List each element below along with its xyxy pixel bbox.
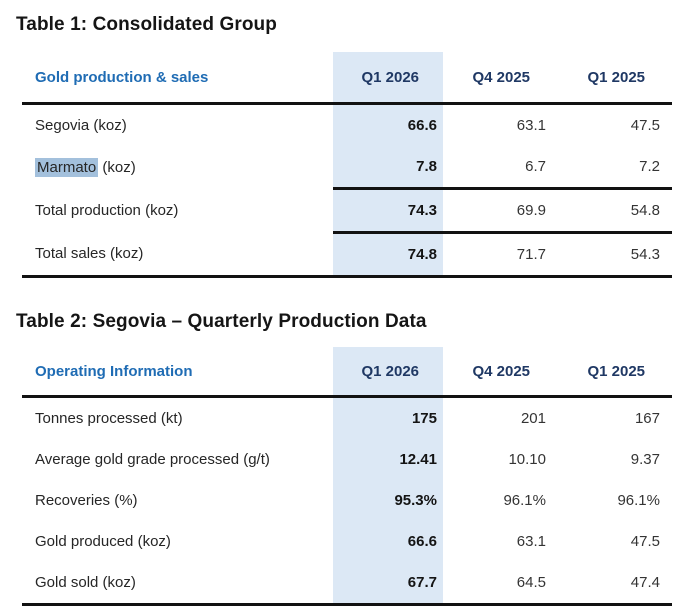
cell-value: 63.1 <box>516 533 546 550</box>
cell-value: 9.37 <box>630 451 660 468</box>
table2-header-row: Operating Information Q1 2026 Q4 2025 Q1… <box>22 347 672 398</box>
row-label: Gold produced (koz) <box>35 533 171 550</box>
cell-value: 7.8 <box>333 146 443 190</box>
cell-value: 175 <box>333 396 443 439</box>
table1-column-header-q4-2025: Q4 2025 <box>443 52 552 105</box>
table-row-tonnes-processed: Tonnes processed (kt) 175 201 167 <box>22 396 672 439</box>
cell-value: 96.1% <box>503 492 546 509</box>
cell-value: 201 <box>520 410 546 427</box>
cell-value: 47.5 <box>630 533 660 550</box>
cell-value: 71.7 <box>443 232 552 278</box>
table2-title: Table 2: Segovia – Quarterly Production … <box>16 311 427 332</box>
row-label: Marmato (koz) <box>22 146 333 189</box>
table2-column-header-q1-2026: Q1 2026 <box>333 347 443 398</box>
row-label-rest: (koz) <box>98 158 136 176</box>
row-label: Total sales (koz) <box>22 232 333 278</box>
table1-column-header-q1-2025: Q1 2025 <box>552 52 672 105</box>
table1-column-header-q1-2026: Q1 2026 <box>333 52 443 105</box>
cell-value: 6.7 <box>443 146 552 190</box>
table1-title: Table 1: Consolidated Group <box>16 14 277 35</box>
table-row-marmato: Marmato (koz) 7.8 6.7 7.2 <box>22 146 672 190</box>
cell-value: 95.3% <box>333 480 443 521</box>
cell-value: 64.5 <box>443 562 552 606</box>
table2-row-header: Operating Information <box>22 347 333 398</box>
row-label: Total production (koz) <box>35 202 179 219</box>
cell-value: 54.3 <box>552 232 672 278</box>
cell-value: 47.5 <box>630 117 660 134</box>
cell-value: 54.8 <box>552 188 672 234</box>
table1-row-header: Gold production & sales <box>22 52 333 105</box>
cell-value: 74.3 <box>333 188 443 234</box>
table-row-total-sales: Total sales (koz) 74.8 71.7 54.3 <box>22 232 672 278</box>
table2-column-header-q4-2025: Q4 2025 <box>443 347 552 398</box>
table1-header-row: Gold production & sales Q1 2026 Q4 2025 … <box>22 52 672 105</box>
cell-value: 74.8 <box>333 232 443 278</box>
row-label: Gold sold (koz) <box>22 562 333 606</box>
cell-value: 12.41 <box>333 439 443 480</box>
cell-value: 66.6 <box>333 521 443 562</box>
table-row-gold-sold: Gold sold (koz) 67.7 64.5 47.4 <box>22 562 672 606</box>
cell-value: 167 <box>634 410 660 427</box>
cell-value: 63.1 <box>516 117 546 134</box>
cell-value: 69.9 <box>443 188 552 234</box>
table-row-total-production: Total production (koz) 74.3 69.9 54.8 <box>22 188 672 234</box>
table-row-average-gold-grade: Average gold grade processed (g/t) 12.41… <box>22 439 672 480</box>
table1-consolidated-group: Gold production & sales Q1 2026 Q4 2025 … <box>22 52 672 278</box>
table2-column-header-q1-2025: Q1 2025 <box>552 347 672 398</box>
cell-value: 10.10 <box>508 451 546 468</box>
row-label: Tonnes processed (kt) <box>35 410 183 427</box>
cell-value: 66.6 <box>333 103 443 146</box>
cell-value: 7.2 <box>552 146 672 190</box>
row-label: Recoveries (%) <box>35 492 138 509</box>
cell-value: 96.1% <box>617 492 660 509</box>
selected-text-highlight: Marmato <box>35 157 99 177</box>
cell-value: 67.7 <box>333 562 443 606</box>
table-row-gold-produced: Gold produced (koz) 66.6 63.1 47.5 <box>22 521 672 562</box>
row-label: Average gold grade processed (g/t) <box>35 451 270 468</box>
row-label: Segovia (koz) <box>35 117 127 134</box>
table2-segovia-quarterly-production: Operating Information Q1 2026 Q4 2025 Q1… <box>22 347 672 606</box>
cell-value: 47.4 <box>552 562 672 606</box>
table-row-recoveries: Recoveries (%) 95.3% 96.1% 96.1% <box>22 480 672 521</box>
table-row-segovia: Segovia (koz) 66.6 63.1 47.5 <box>22 103 672 146</box>
